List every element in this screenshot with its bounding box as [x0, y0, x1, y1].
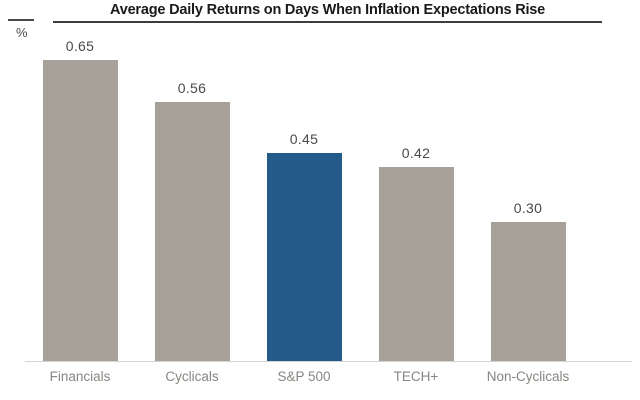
bar-value-label-non-cyclicals: 0.30	[513, 200, 543, 216]
header-left-rule	[8, 19, 34, 21]
bar-tech	[378, 167, 454, 361]
x-axis-category-label-non-cyclicals: Non-Cyclicals	[486, 369, 570, 384]
bar-cyclicals	[154, 102, 230, 361]
x-axis-category-label-s-p-500: S&P 500	[277, 369, 331, 384]
y-axis-unit-label: %	[16, 25, 28, 40]
chart-title: Average Daily Returns on Days When Infla…	[109, 2, 546, 18]
bar-non-cyclicals	[490, 222, 566, 361]
bar-value-label-s-p-500: 0.45	[289, 131, 319, 147]
x-axis-line	[25, 361, 632, 362]
bar-value-label-tech: 0.42	[401, 145, 431, 161]
x-axis-category-label-cyclicals: Cyclicals	[165, 369, 219, 384]
bar-value-label-financials: 0.65	[65, 38, 95, 54]
chart-header: Average Daily Returns on Days When Infla…	[53, 0, 602, 23]
bar-financials	[42, 60, 118, 361]
x-axis-category-label-financials: Financials	[49, 369, 111, 384]
bar-value-label-cyclicals: 0.56	[177, 80, 207, 96]
bar-s-p-500	[266, 153, 342, 361]
x-axis-category-label-tech: TECH+	[393, 369, 439, 384]
